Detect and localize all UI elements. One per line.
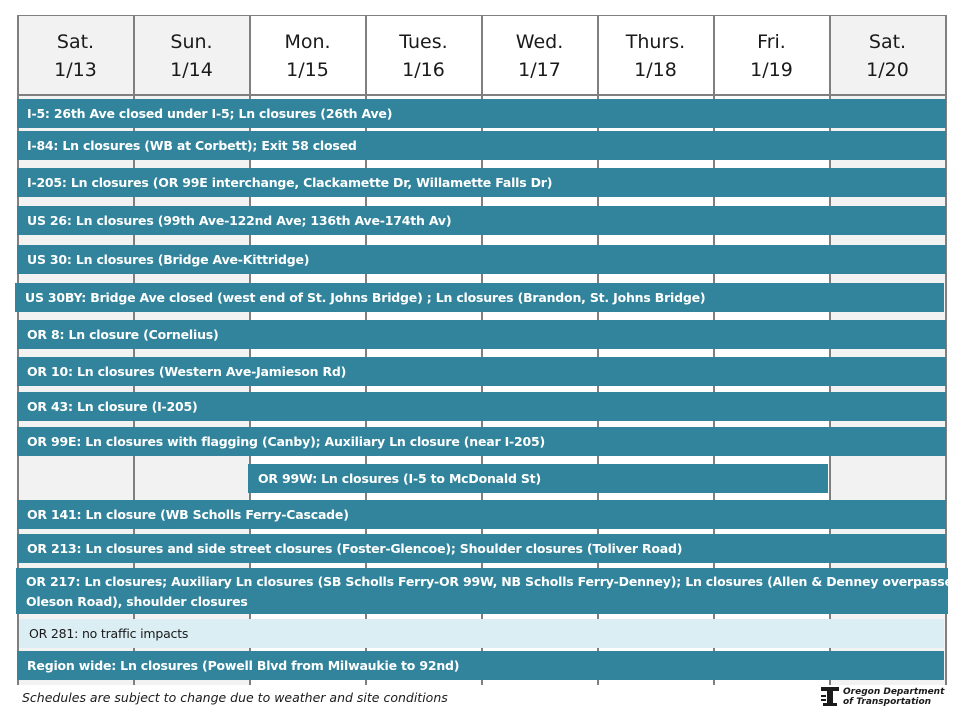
header-cell-sun-1-14: Sun. 1/14	[133, 15, 250, 96]
closure-bar-region-wide: Region wide: Ln closures (Powell Blvd fr…	[17, 651, 944, 680]
header-cell-tues-1-16: Tues. 1/16	[365, 15, 482, 96]
closure-label: OR 99W: Ln closures (I-5 to McDonald St)	[258, 470, 541, 486]
closure-label: Region wide: Ln closures (Powell Blvd fr…	[27, 657, 460, 673]
column-wed-1-17	[481, 15, 598, 685]
closure-label-line1: OR 217: Ln closures; Auxiliary Ln closur…	[26, 574, 960, 589]
column-mon-1-15	[249, 15, 366, 685]
closure-bar-us26: US 26: Ln closures (99th Ave-122nd Ave; …	[17, 206, 946, 235]
closure-label: I-84: Ln closures (WB at Corbett); Exit …	[27, 137, 357, 153]
header-day: Tues.	[399, 30, 448, 53]
closure-label: OR 281: no traffic impacts	[29, 625, 189, 641]
header-day: Wed.	[515, 30, 564, 53]
header-day: Sat.	[56, 30, 95, 53]
closure-bar-or217: OR 217: Ln closures; Auxiliary Ln closur…	[16, 568, 960, 614]
header-cell-fri-1-19: Fri. 1/19	[713, 15, 830, 96]
column-thurs-1-18	[597, 15, 714, 685]
closure-bar-i5: I-5: 26th Ave closed under I-5; Ln closu…	[17, 99, 946, 128]
header-date: 1/16	[402, 58, 445, 81]
closure-bar-or99e: OR 99E: Ln closures with flagging (Canby…	[17, 427, 946, 456]
header-day: Mon.	[284, 30, 331, 53]
closure-label-line2: Oleson Road), shoulder closures	[26, 594, 248, 609]
header-cell-sat-1-20: Sat. 1/20	[829, 15, 946, 96]
header-cell-sat-1-13: Sat. 1/13	[17, 15, 134, 96]
closure-label: I-205: Ln closures (OR 99E interchange, …	[27, 174, 553, 190]
header-date: 1/18	[634, 58, 677, 81]
closure-bar-or213: OR 213: Ln closures and side street clos…	[17, 534, 946, 563]
closure-bar-us30by: US 30BY: Bridge Ave closed (west end of …	[15, 283, 944, 312]
header-row	[17, 15, 946, 96]
header-cell-thurs-1-18: Thurs. 1/18	[597, 15, 714, 96]
closure-bar-or8: OR 8: Ln closure (Cornelius)	[17, 320, 946, 349]
logo-line2: of Transportation	[843, 697, 932, 707]
header-cell-wed-1-17: Wed. 1/17	[481, 15, 598, 96]
closure-bar-i205: I-205: Ln closures (OR 99E interchange, …	[17, 168, 946, 197]
closure-bar-i84: I-84: Ln closures (WB at Corbett); Exit …	[17, 131, 946, 160]
closure-label: OR 213: Ln closures and side street clos…	[27, 540, 683, 556]
header-date: 1/13	[54, 58, 97, 81]
logo-line1: Oregon Department	[843, 687, 945, 697]
closure-label: US 26: Ln closures (99th Ave-122nd Ave; …	[27, 212, 452, 228]
header-date: 1/14	[170, 58, 213, 81]
closure-label: OR 99E: Ln closures with flagging (Canby…	[27, 433, 546, 449]
closure-bar-or141: OR 141: Ln closure (WB Scholls Ferry-Cas…	[17, 500, 946, 529]
closure-bar-or99w: OR 99W: Ln closures (I-5 to McDonald St)	[248, 464, 828, 493]
header-day: Sat.	[868, 30, 907, 53]
closure-bar-us30: US 30: Ln closures (Bridge Ave-Kittridge…	[17, 245, 946, 274]
header-date: 1/20	[866, 58, 909, 81]
closure-label: US 30: Ln closures (Bridge Ave-Kittridge…	[27, 251, 310, 267]
header-cell-mon-1-15: Mon. 1/15	[249, 15, 366, 96]
closure-label: I-5: 26th Ave closed under I-5; Ln closu…	[27, 105, 393, 121]
closure-label: OR 8: Ln closure (Cornelius)	[27, 326, 219, 342]
header-date: 1/15	[286, 58, 329, 81]
closure-bar-or10: OR 10: Ln closures (Western Ave-Jamieson…	[17, 357, 946, 386]
odot-logo-text: Oregon Department of Transportation	[843, 687, 944, 707]
column-tues-1-16	[365, 15, 482, 685]
odot-logo-icon	[821, 687, 839, 706]
closure-label: OR 10: Ln closures (Western Ave-Jamieson…	[27, 363, 347, 379]
header-day: Sun.	[170, 30, 213, 53]
header-day: Fri.	[757, 30, 786, 53]
closure-bar-or281: OR 281: no traffic impacts	[19, 619, 944, 648]
footer-disclaimer: Schedules are subject to change due to w…	[22, 690, 448, 705]
odot-logo: Oregon Department of Transportation	[820, 686, 944, 708]
closure-label: US 30BY: Bridge Ave closed (west end of …	[25, 289, 706, 305]
closure-bar-or43: OR 43: Ln closure (I-205)	[17, 392, 946, 421]
closure-label: OR 43: Ln closure (I-205)	[27, 398, 198, 414]
header-day: Thurs.	[625, 30, 686, 53]
closure-label: OR 141: Ln closure (WB Scholls Ferry-Cas…	[27, 506, 349, 522]
header-date: 1/19	[750, 58, 793, 81]
column-fri-1-19	[713, 15, 830, 685]
header-date: 1/17	[518, 58, 561, 81]
